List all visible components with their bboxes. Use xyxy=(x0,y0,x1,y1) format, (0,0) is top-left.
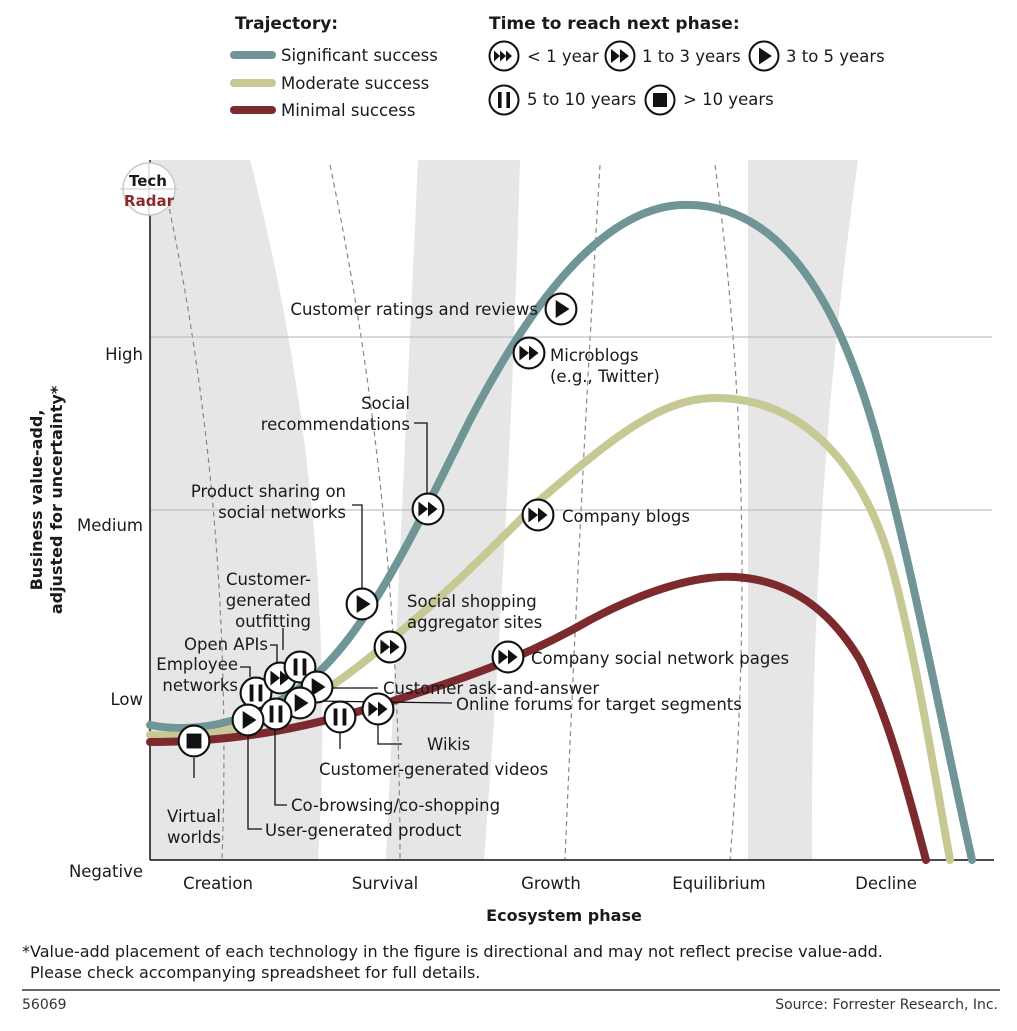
marker-company-social-network xyxy=(491,640,525,674)
source-credit: Source: Forrester Research, Inc. xyxy=(775,997,998,1013)
label-cust-gen-2: generated xyxy=(226,591,311,610)
label-user-generated: User-generated product xyxy=(265,821,462,840)
legend-time-gt10: > 10 years xyxy=(683,90,774,109)
divider-creation xyxy=(159,164,225,861)
y-axis-title-line2: adjusted for uncertainty* xyxy=(47,385,66,614)
divider-equilibrium xyxy=(714,164,743,861)
marker-customer-ratings xyxy=(544,292,578,326)
legend-trajectory-title: Trajectory: xyxy=(235,14,338,34)
figure-id: 56069 xyxy=(22,997,67,1013)
marker-microblogs xyxy=(512,336,546,370)
legend-time-1to3: 1 to 3 years xyxy=(642,47,741,66)
label-cust-gen-1: Customer- xyxy=(226,570,311,589)
leader-social-recommendations xyxy=(414,422,428,493)
x-tick-growth: Growth xyxy=(521,874,581,893)
pause-icon xyxy=(488,84,520,116)
label-employee-1: Employee xyxy=(156,655,238,674)
tech-labels: Customer ratings and reviews Microblogs … xyxy=(156,300,789,847)
leader-product-sharing xyxy=(352,504,363,588)
divider-survival xyxy=(329,164,401,861)
legend-label-minimal: Minimal success xyxy=(281,101,415,120)
label-social-rec-2: recommendations xyxy=(261,415,410,434)
legend-time-3to5: 3 to 5 years xyxy=(786,47,885,66)
legend-label-significant: Significant success xyxy=(281,46,438,65)
label-social-shop-1: Social shopping xyxy=(407,592,537,611)
label-product-sharing-2: social networks xyxy=(218,503,346,522)
y-axis-title-line1: Business value-add, xyxy=(27,410,46,591)
leader-open-apis xyxy=(270,644,278,663)
label-social-rec-1: Social xyxy=(361,394,410,413)
marker-social-recommendations xyxy=(411,492,445,526)
legend-time-lt1: < 1 year xyxy=(527,47,599,66)
leader-cobrowsing xyxy=(274,730,287,806)
legend-time-5to10: 5 to 10 years xyxy=(527,90,636,109)
label-ask-answer: Customer ask-and-answer xyxy=(383,679,599,698)
stop-icon xyxy=(644,84,676,116)
label-microblogs-1: Microblogs xyxy=(550,346,639,365)
marker-cobrowsing xyxy=(259,697,293,731)
label-product-sharing-1: Product sharing on xyxy=(191,482,346,501)
marker-customer-videos xyxy=(323,700,357,734)
marker-social-shopping xyxy=(373,630,407,664)
label-social-shop-2: aggregator sites xyxy=(407,613,542,632)
label-microblogs-2: (e.g., Twitter) xyxy=(550,367,660,386)
x-tick-creation: Creation xyxy=(183,874,253,893)
marker-user-generated xyxy=(231,703,265,737)
logo-radar: Radar xyxy=(124,192,175,210)
leader-employee-networks xyxy=(240,666,251,677)
single-arrow-icon xyxy=(748,40,780,72)
tech-radar-logo: Tech Radar xyxy=(120,160,178,218)
leader-user-generated xyxy=(247,735,262,830)
x-tick-equilibrium: Equilibrium xyxy=(672,874,765,893)
marker-company-blogs xyxy=(521,498,555,532)
x-axis-title: Ecosystem phase xyxy=(486,906,642,925)
label-online-forums: Online forums for target segments xyxy=(456,695,742,714)
label-company-blogs: Company blogs xyxy=(562,507,690,526)
marker-product-sharing xyxy=(345,587,379,621)
triple-arrow-icon xyxy=(488,40,520,72)
legend-time-title: Time to reach next phase: xyxy=(489,14,740,34)
x-tick-decline: Decline xyxy=(855,874,917,893)
double-arrow-icon xyxy=(604,40,636,72)
y-tick-negative: Negative xyxy=(69,862,143,881)
phase-dividers xyxy=(159,164,743,861)
y-tick-medium: Medium xyxy=(77,516,143,535)
leader-wikis xyxy=(377,722,402,745)
x-tick-survival: Survival xyxy=(352,874,419,893)
label-virtual-2: worlds xyxy=(167,828,221,847)
footnote-line2: Please check accompanying spreadsheet fo… xyxy=(30,963,480,982)
divider-growth xyxy=(564,164,601,861)
legend: Trajectory: Significant success Moderate… xyxy=(230,14,885,120)
legend-label-moderate: Moderate success xyxy=(281,74,429,93)
label-cust-gen-3: outfitting xyxy=(235,612,311,631)
label-company-social-network: Company social network pages xyxy=(531,649,789,668)
label-virtual-1: Virtual xyxy=(167,807,221,826)
label-customer-videos: Customer-generated videos xyxy=(319,760,548,779)
y-tick-low: Low xyxy=(111,690,144,709)
label-cobrowsing: Co-browsing/co-shopping xyxy=(291,796,500,815)
label-customer-ratings: Customer ratings and reviews xyxy=(290,300,538,319)
leader-lines xyxy=(193,422,453,830)
label-employee-2: networks xyxy=(162,676,238,695)
footnote-line1: *Value-add placement of each technology … xyxy=(22,942,883,961)
marker-virtual-worlds xyxy=(177,724,211,758)
y-tick-high: High xyxy=(105,345,143,364)
label-open-apis: Open APIs xyxy=(184,635,268,654)
marker-wikis xyxy=(361,692,395,726)
label-wikis: Wikis xyxy=(427,735,470,754)
logo-tech: Tech xyxy=(129,172,167,190)
curve-moderate-success xyxy=(146,393,954,864)
